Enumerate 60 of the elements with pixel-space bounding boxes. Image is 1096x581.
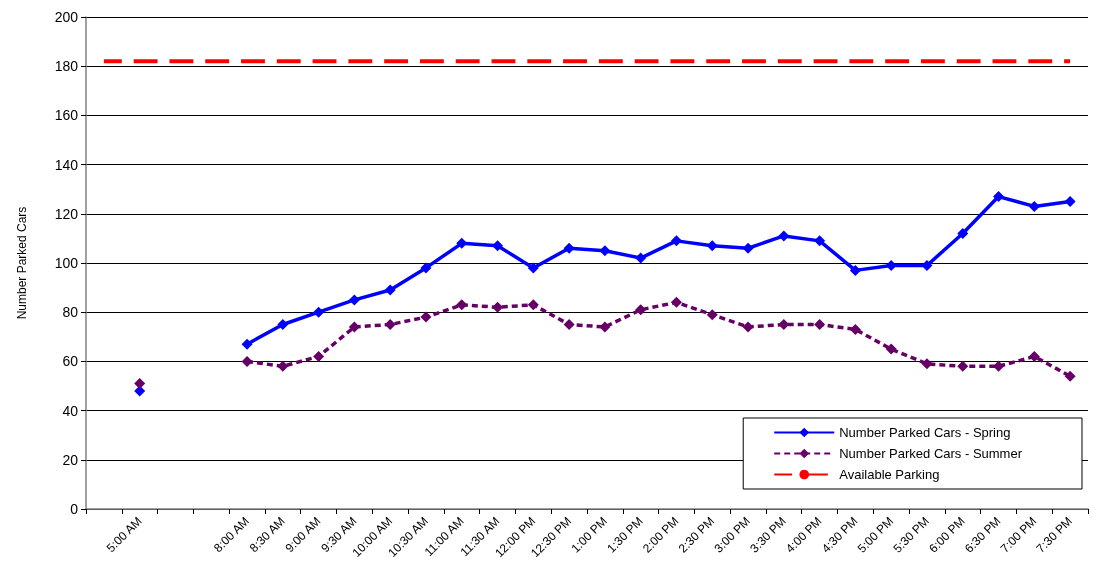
point [313, 306, 325, 318]
point [563, 242, 575, 254]
point [849, 323, 861, 335]
point [563, 319, 575, 330]
point [492, 240, 504, 252]
y-axis-title: Number Parked Cars [15, 206, 29, 320]
y-tick-label: 200 [54, 9, 79, 25]
point [384, 284, 396, 296]
x-tick-label: 5:00 AM [103, 514, 145, 556]
point [921, 358, 933, 370]
point [241, 338, 253, 350]
point [277, 360, 289, 372]
y-tick-label: 0 [70, 501, 79, 517]
point [456, 299, 468, 311]
point [1028, 350, 1040, 362]
point [1028, 200, 1040, 212]
y-tick-label: 100 [54, 255, 79, 271]
legend-label: Available Parking [839, 467, 940, 482]
point [599, 245, 611, 257]
point [635, 252, 647, 264]
y-tick-label: 140 [54, 156, 79, 173]
point [670, 235, 682, 247]
point [742, 242, 754, 254]
point [706, 240, 718, 252]
point [670, 296, 682, 308]
point [957, 360, 969, 372]
y-tick-label: 60 [62, 353, 79, 370]
y-tick-label: 40 [62, 402, 79, 419]
point [1064, 196, 1076, 207]
point [814, 235, 826, 247]
point [348, 294, 360, 306]
point [706, 309, 718, 321]
point [885, 343, 897, 355]
point [849, 264, 861, 276]
point [814, 319, 826, 330]
point [957, 227, 969, 239]
point [778, 230, 790, 242]
point [527, 262, 539, 274]
legend-label: Number Parked Cars - Spring [839, 425, 1011, 440]
y-tick-label: 20 [62, 451, 79, 468]
point [742, 321, 754, 333]
point [134, 378, 146, 390]
y-tick-label: 180 [54, 58, 79, 75]
point [313, 350, 325, 362]
point [993, 191, 1005, 203]
y-tick-label: 120 [54, 205, 79, 222]
point [277, 319, 289, 330]
y-tick-label: 80 [62, 304, 79, 321]
point [420, 262, 432, 274]
legend-label: Number Parked Cars - Summer [839, 446, 1023, 461]
point [348, 321, 360, 333]
point [420, 311, 432, 323]
point [527, 299, 539, 311]
point [384, 319, 396, 330]
point [241, 355, 253, 367]
y-tick-label: 160 [54, 107, 79, 124]
point [993, 360, 1005, 372]
point [599, 321, 611, 333]
point [635, 304, 647, 316]
point [1064, 370, 1076, 382]
